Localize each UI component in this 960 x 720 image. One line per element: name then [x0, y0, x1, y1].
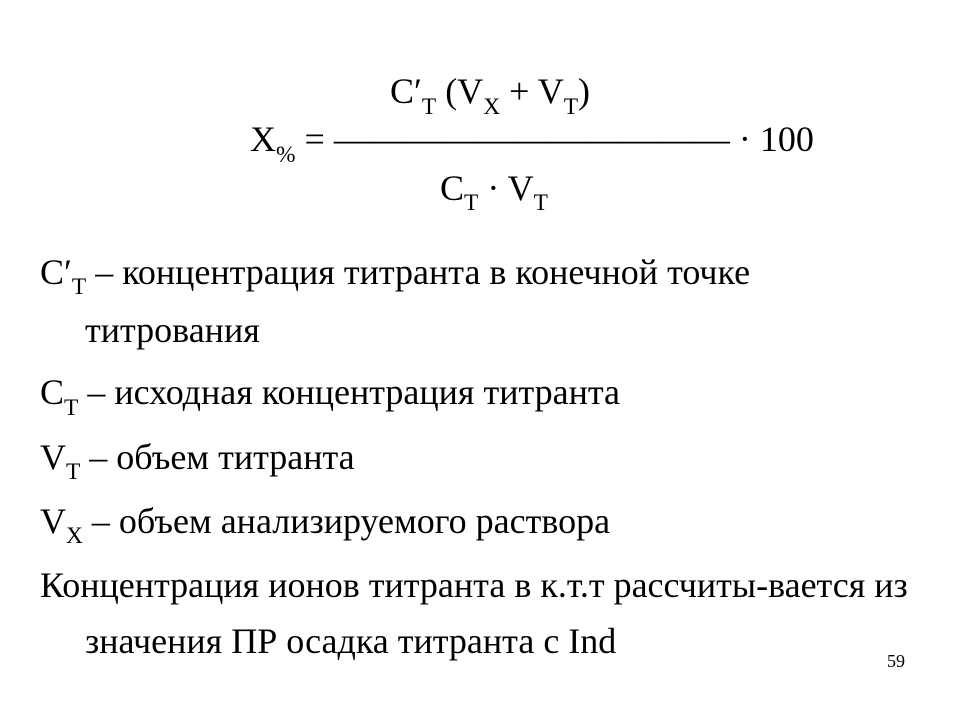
lhs-x: X: [250, 119, 276, 159]
formula-denominator: CT · VT: [440, 167, 920, 215]
numerator-open: (V: [436, 71, 483, 111]
formula-numerator: C′T (VX + VT): [390, 70, 920, 118]
def-v-t: VT – объем титранта: [40, 430, 920, 488]
def2-symbol: C: [40, 372, 64, 412]
def1-text: – концентрация титранта в конечной точке…: [85, 252, 750, 350]
formula-block: C′T (VX + VT) X% = ——————————— · 100 CT …: [40, 70, 920, 215]
def1-symbol: C′: [40, 252, 72, 292]
numerator-plus: + V: [500, 71, 564, 111]
fraction-bar: ———————————: [334, 119, 730, 159]
numerator-sub-x: X: [483, 94, 500, 120]
times-100: 100: [760, 119, 814, 159]
numerator-c-prime: C′: [390, 71, 422, 111]
def-c-t: CT – исходная концентрация титранта: [40, 365, 920, 423]
def3-symbol: V: [40, 437, 66, 477]
mult-dot: ·: [730, 119, 760, 159]
slide: C′T (VX + VT) X% = ——————————— · 100 CT …: [0, 0, 960, 720]
equals: =: [296, 119, 334, 159]
def2-sub: T: [64, 395, 78, 421]
numerator-sub-t2: T: [564, 94, 578, 120]
denom-sub-t: T: [464, 190, 478, 216]
def4-symbol: V: [40, 501, 66, 541]
def3-text: – объем титранта: [80, 437, 354, 477]
def3-sub: T: [66, 459, 80, 485]
numerator-sub-t: T: [422, 94, 436, 120]
lhs-percent: %: [276, 142, 296, 168]
def2-text: – исходная концентрация титранта: [78, 372, 620, 412]
def4-sub: X: [66, 523, 83, 549]
formula-middle-row: X% = ——————————— · 100: [250, 118, 920, 166]
denom-dot: ·: [478, 168, 507, 208]
def-concentration-note: Концентрация ионов титранта в к.т.т расс…: [40, 558, 920, 670]
def4-text: – объем анализируемого раствора: [83, 501, 610, 541]
page-number: 59: [887, 651, 905, 672]
def1-sub: T: [72, 274, 86, 300]
def-c-prime-t: C′T – концентрация титранта в конечной т…: [40, 245, 920, 359]
denom-sub-t2: T: [534, 190, 548, 216]
def-v-x: VX – объем анализируемого раствора: [40, 494, 920, 552]
denom-c: C: [440, 168, 464, 208]
def5-text: Концентрация ионов титранта в к.т.т расс…: [40, 565, 908, 661]
numerator-close: ): [578, 71, 590, 111]
denom-v: V: [508, 168, 534, 208]
definitions: C′T – концентрация титранта в конечной т…: [40, 245, 920, 670]
